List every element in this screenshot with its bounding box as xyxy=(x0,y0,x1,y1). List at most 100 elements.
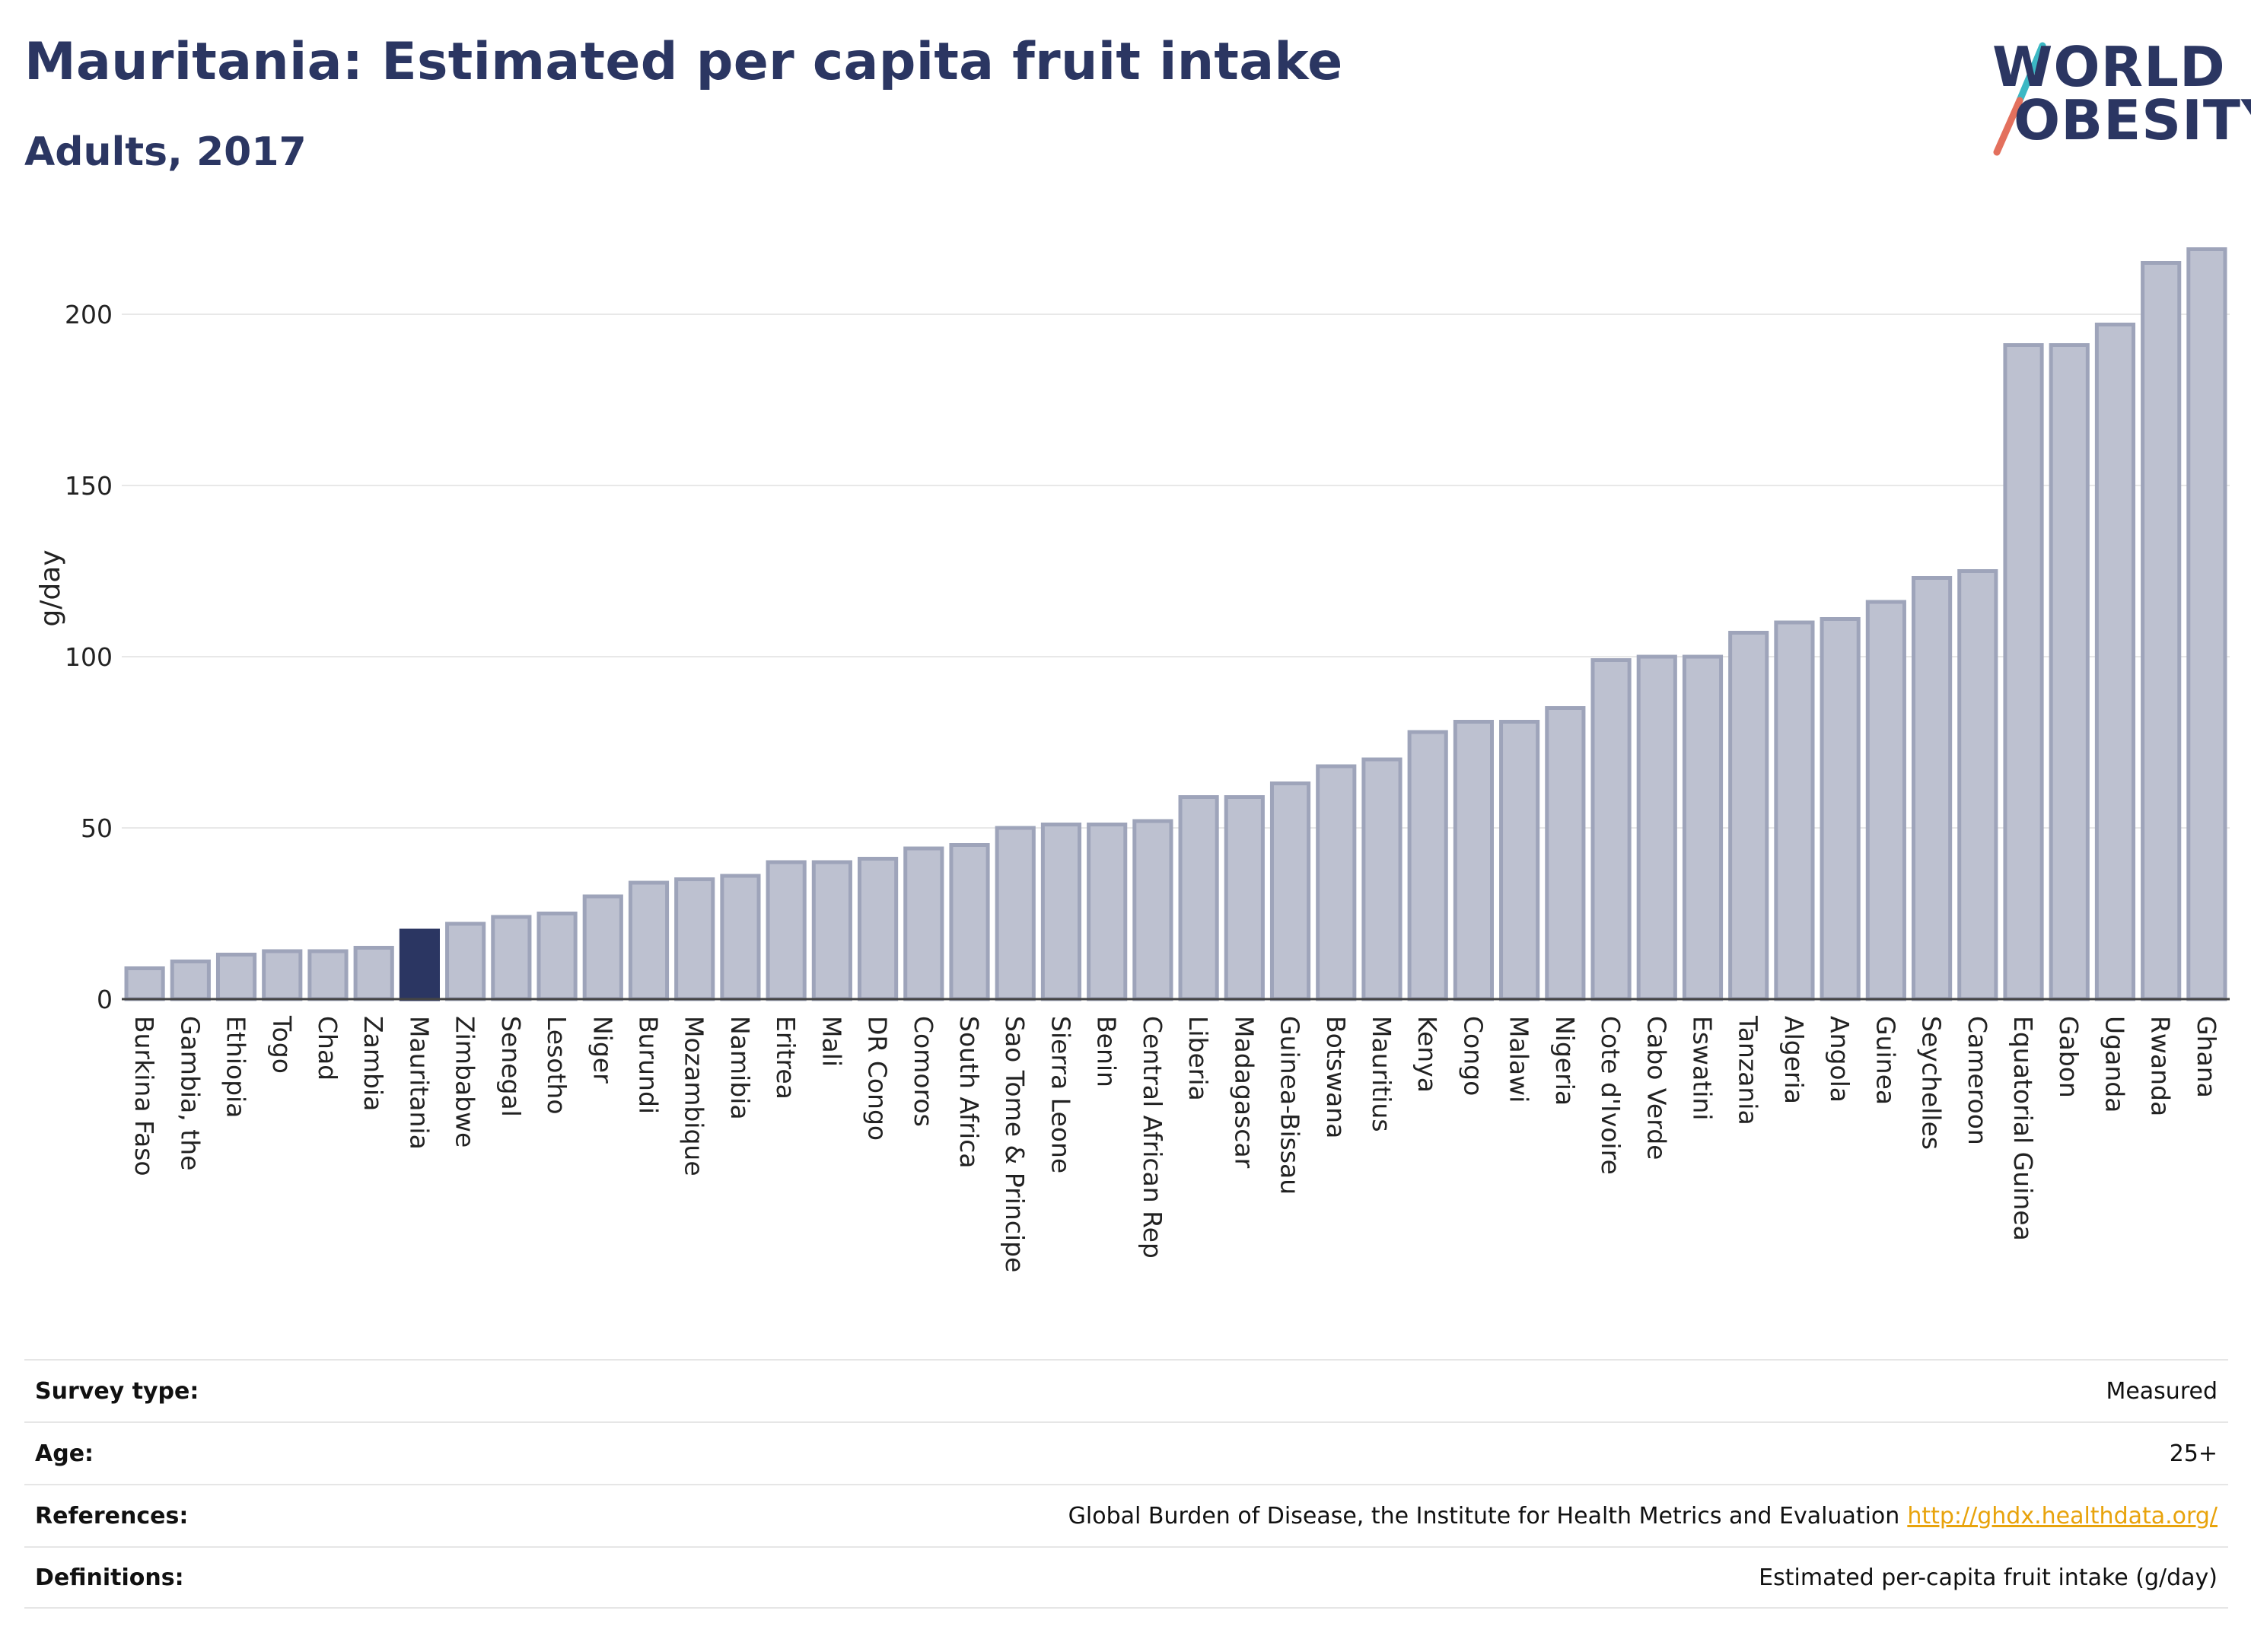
x-tick-label: Ghana xyxy=(2192,1016,2221,1098)
bar-tanzania xyxy=(1728,631,1769,1001)
bar-mozambique xyxy=(674,877,715,1001)
x-tick-label: Gambia, the xyxy=(175,1016,205,1170)
bar-botswana xyxy=(1316,764,1357,1001)
chart-subtitle: Adults, 2017 xyxy=(24,129,307,175)
x-tick-label: South Africa xyxy=(954,1016,984,1169)
bar-eswatini xyxy=(1682,654,1724,1001)
x-tick-label: Gabon xyxy=(2054,1016,2084,1098)
bar-gabon xyxy=(2049,343,2090,1001)
bar-seychelles xyxy=(1912,576,1953,1001)
logo-slash-icon xyxy=(1993,42,2046,156)
x-tick-label: Cameroon xyxy=(1963,1016,1992,1145)
x-tick-label: Eswatini xyxy=(1688,1016,1718,1120)
info-table: Survey type: Measured Age: 25+ Reference… xyxy=(24,1359,2228,1609)
bar-south-africa xyxy=(949,843,990,1001)
bar-sierra-leone xyxy=(1040,823,1082,1001)
x-tick-label: Equatorial Guinea xyxy=(2008,1016,2038,1241)
bar-chart: 0 50 100 150 200 Burkina Faso Gambia, the Ethi… xyxy=(35,247,2230,1272)
world-obesity-logo: WORLD OBESITY xyxy=(1979,30,2251,167)
x-tick-label: Cabo Verde xyxy=(1641,1016,1671,1160)
bar-malawi xyxy=(1499,720,1540,1001)
reference-link[interactable]: http://ghdx.healthdata.org/ xyxy=(1907,1502,2218,1529)
y-axis-ticks: 0 50 100 150 200 xyxy=(65,300,113,1014)
bar-sao-tome-principe xyxy=(995,826,1036,1001)
bar-mauritania xyxy=(399,928,441,1001)
chart-title: Mauritania: Estimated per capita fruit i… xyxy=(24,32,1343,92)
x-tick-label: Ethiopia xyxy=(221,1016,251,1118)
x-tick-label: Tanzania xyxy=(1734,1015,1763,1125)
y-tick-label: 200 xyxy=(65,300,113,329)
info-value: Global Burden of Disease, the Institute … xyxy=(1068,1503,2218,1529)
x-tick-label: Mozambique xyxy=(680,1016,709,1176)
bar-kenya xyxy=(1407,730,1448,1001)
bar-cameroon xyxy=(1957,569,1998,1001)
bar-lesotho xyxy=(536,912,578,1001)
bar-mali xyxy=(811,860,852,1001)
bar-zambia xyxy=(353,946,394,1001)
y-tick-label: 0 xyxy=(97,985,113,1014)
bar-ghana xyxy=(2186,247,2227,1001)
bar-togo xyxy=(262,949,303,1001)
x-tick-label: Burkina Faso xyxy=(129,1016,159,1176)
x-tick-label: Seychelles xyxy=(1917,1016,1947,1150)
bar-congo xyxy=(1453,720,1494,1001)
x-tick-label: Sierra Leone xyxy=(1046,1016,1075,1173)
x-tick-label: Comoros xyxy=(909,1016,938,1127)
x-tick-label: Chad xyxy=(313,1016,342,1081)
x-tick-label: Zambia xyxy=(358,1016,388,1111)
info-label: Age: xyxy=(35,1440,94,1467)
x-tick-label: Guinea xyxy=(1871,1016,1900,1105)
logo-text-obesity: OBESITY xyxy=(2014,88,2251,152)
info-value: 25+ xyxy=(2169,1440,2218,1467)
x-tick-label: Namibia xyxy=(725,1016,755,1120)
x-tick-label: Guinea-Bissau xyxy=(1275,1016,1305,1195)
x-tick-label: Cote d'Ivoire xyxy=(1596,1016,1625,1175)
bars xyxy=(124,247,2227,1001)
info-label: References: xyxy=(35,1502,189,1529)
x-tick-label: Zimbabwe xyxy=(451,1016,480,1147)
bar-liberia xyxy=(1178,795,1219,1001)
x-tick-label: Malawi xyxy=(1504,1016,1534,1103)
bar-burkina-faso xyxy=(124,966,165,1001)
x-tick-label: Liberia xyxy=(1183,1016,1213,1101)
bar-algeria xyxy=(1774,620,1815,1001)
x-tick-label: Uganda xyxy=(2100,1016,2129,1112)
y-tick-label: 150 xyxy=(65,471,113,501)
bar-equatorial-guinea xyxy=(2003,343,2044,1001)
bar-senegal xyxy=(491,915,532,1001)
x-tick-label: Eritrea xyxy=(771,1016,801,1100)
bar-benin xyxy=(1087,823,1128,1001)
x-tick-label: Nigeria xyxy=(1550,1016,1580,1106)
info-label: Definitions: xyxy=(35,1564,184,1591)
bar-chad xyxy=(307,949,349,1001)
bar-central-african-rep xyxy=(1132,819,1173,1001)
bar-burundi xyxy=(628,880,670,1001)
bar-zimbabwe xyxy=(445,921,486,1001)
info-value: Estimated per-capita fruit intake (g/day… xyxy=(1759,1564,2218,1591)
bar-ethiopia xyxy=(215,953,257,1001)
bar-niger xyxy=(582,894,623,1001)
x-tick-label: Madagascar xyxy=(1229,1016,1259,1169)
info-label: Survey type: xyxy=(35,1377,199,1405)
x-tick-label: Kenya xyxy=(1412,1016,1442,1093)
x-tick-label: Central African Rep xyxy=(1138,1016,1167,1259)
x-tick-label: Botswana xyxy=(1321,1016,1351,1138)
bar-comoros xyxy=(903,846,944,1001)
bar-namibia xyxy=(720,874,761,1001)
bar-uganda xyxy=(2094,323,2136,1001)
info-row-survey-type: Survey type: Measured xyxy=(24,1359,2228,1421)
bar-mauritius xyxy=(1361,757,1402,1001)
reference-text: Global Burden of Disease, the Institute … xyxy=(1068,1502,1900,1529)
x-tick-label: Sao Tome & Principe xyxy=(1000,1016,1030,1272)
x-tick-label: Senegal xyxy=(496,1016,526,1117)
y-tick-label: 50 xyxy=(81,813,113,843)
x-tick-label: Togo xyxy=(267,1015,297,1074)
bar-madagascar xyxy=(1224,795,1265,1001)
x-tick-label: Algeria xyxy=(1779,1016,1809,1104)
bar-eritrea xyxy=(766,860,807,1001)
x-axis-ticks: Burkina Faso Gambia, the Ethiopia Togo Chad Z… xyxy=(129,1015,2221,1272)
bar-guinea-bissau xyxy=(1269,781,1311,1001)
x-tick-label: Burundi xyxy=(634,1016,664,1114)
info-row-definitions: Definitions: Estimated per-capita fruit … xyxy=(24,1546,2228,1609)
x-tick-label: DR Congo xyxy=(863,1016,893,1141)
